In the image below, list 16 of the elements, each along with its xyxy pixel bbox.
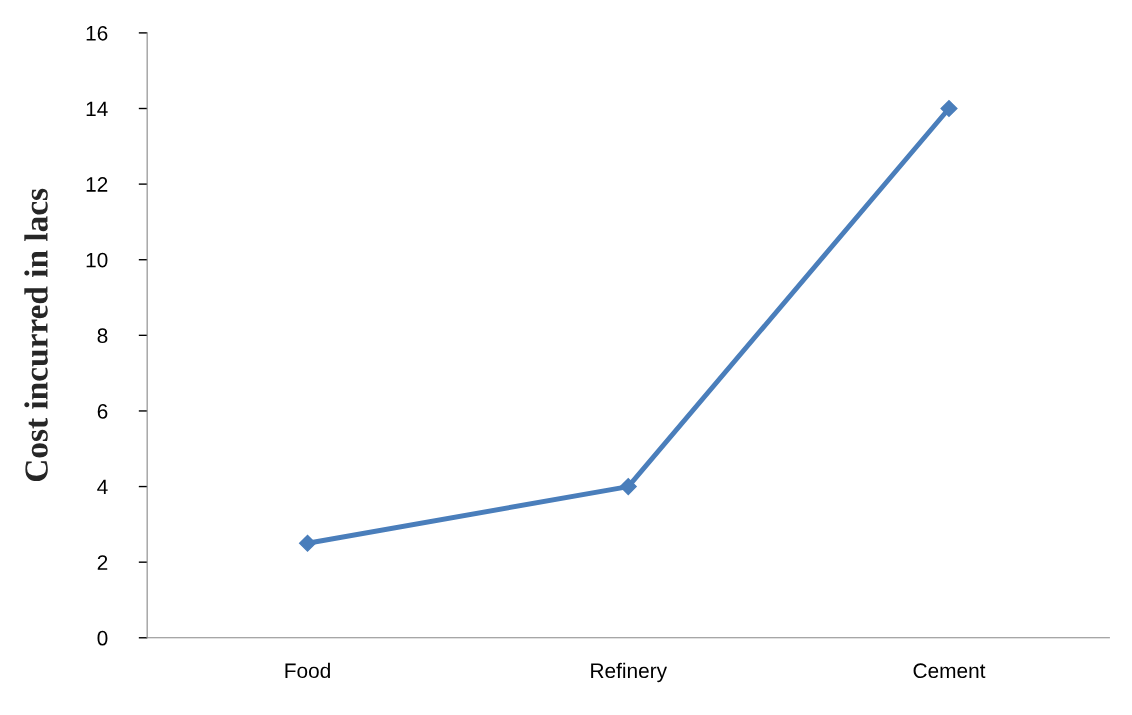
- x-tick-label: Cement: [913, 663, 986, 679]
- y-tick-label: 0: [97, 630, 108, 646]
- y-tick-label: 14: [86, 101, 108, 117]
- y-tick-label: 2: [97, 555, 108, 570]
- x-tick-label: Food: [285, 662, 330, 679]
- x-tick-label: Refinery: [591, 662, 668, 683]
- y-tick-label: 4: [97, 479, 108, 495]
- y-tick-label: 8: [97, 328, 108, 344]
- y-axis-title: Cost incurred in lacs: [24, 188, 48, 482]
- y-tick-label: 12: [86, 177, 108, 192]
- y-tick-label: 16: [86, 25, 108, 41]
- y-tick-label: 10: [86, 252, 108, 268]
- point: [619, 478, 637, 496]
- y-tick-label: 6: [97, 403, 108, 419]
- point: [298, 534, 317, 552]
- point: [940, 99, 958, 118]
